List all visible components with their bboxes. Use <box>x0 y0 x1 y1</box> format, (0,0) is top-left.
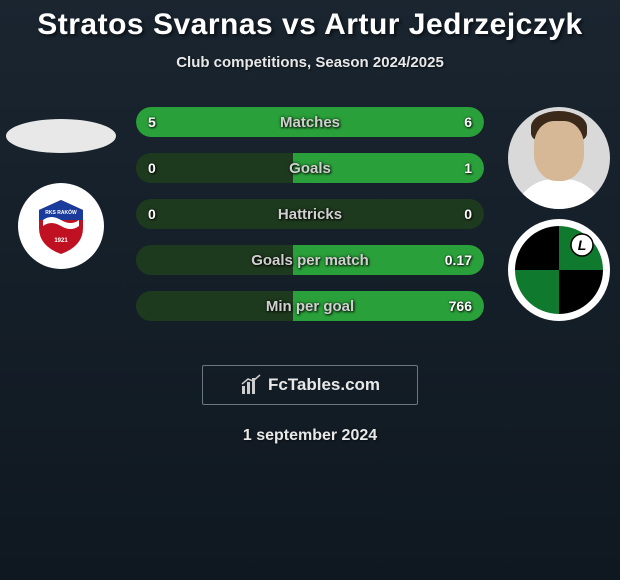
comparison-panel: RKS RAKÓW 1921 L 56Matches 01Goals 00Hattr… <box>0 107 620 347</box>
stat-label: Min per goal <box>136 298 484 315</box>
branding-text: FcTables.com <box>268 375 380 395</box>
svg-text:L: L <box>578 237 587 253</box>
left-player-column: RKS RAKÓW 1921 <box>6 107 116 269</box>
branding-box: FcTables.com <box>202 365 418 405</box>
chart-icon <box>240 374 262 396</box>
page-title: Stratos Svarnas vs Artur Jedrzejczyk <box>0 8 620 42</box>
right-player-column: L <box>504 107 614 321</box>
player-right-avatar <box>508 107 610 209</box>
svg-text:RKS RAKÓW: RKS RAKÓW <box>45 208 77 216</box>
stat-label: Goals per match <box>136 252 484 269</box>
stat-label: Goals <box>136 160 484 177</box>
rakow-badge-icon: RKS RAKÓW 1921 <box>31 196 91 256</box>
club-right-badge: L <box>508 219 610 321</box>
stat-row: 0.17Goals per match <box>136 245 484 275</box>
player-left-avatar <box>6 119 116 153</box>
stat-label: Hattricks <box>136 206 484 223</box>
club-left-badge: RKS RAKÓW 1921 <box>18 183 104 269</box>
stat-label: Matches <box>136 114 484 131</box>
stat-row: 766Min per goal <box>136 291 484 321</box>
legia-badge-icon: L <box>514 225 604 315</box>
stat-row: 01Goals <box>136 153 484 183</box>
stat-row: 56Matches <box>136 107 484 137</box>
footer-date: 1 september 2024 <box>0 427 620 445</box>
page-subtitle: Club competitions, Season 2024/2025 <box>0 54 620 71</box>
comparison-bars: 56Matches 01Goals 00Hattricks 0.17Goals per… <box>136 107 484 337</box>
stat-row: 00Hattricks <box>136 199 484 229</box>
svg-text:1921: 1921 <box>54 238 68 244</box>
